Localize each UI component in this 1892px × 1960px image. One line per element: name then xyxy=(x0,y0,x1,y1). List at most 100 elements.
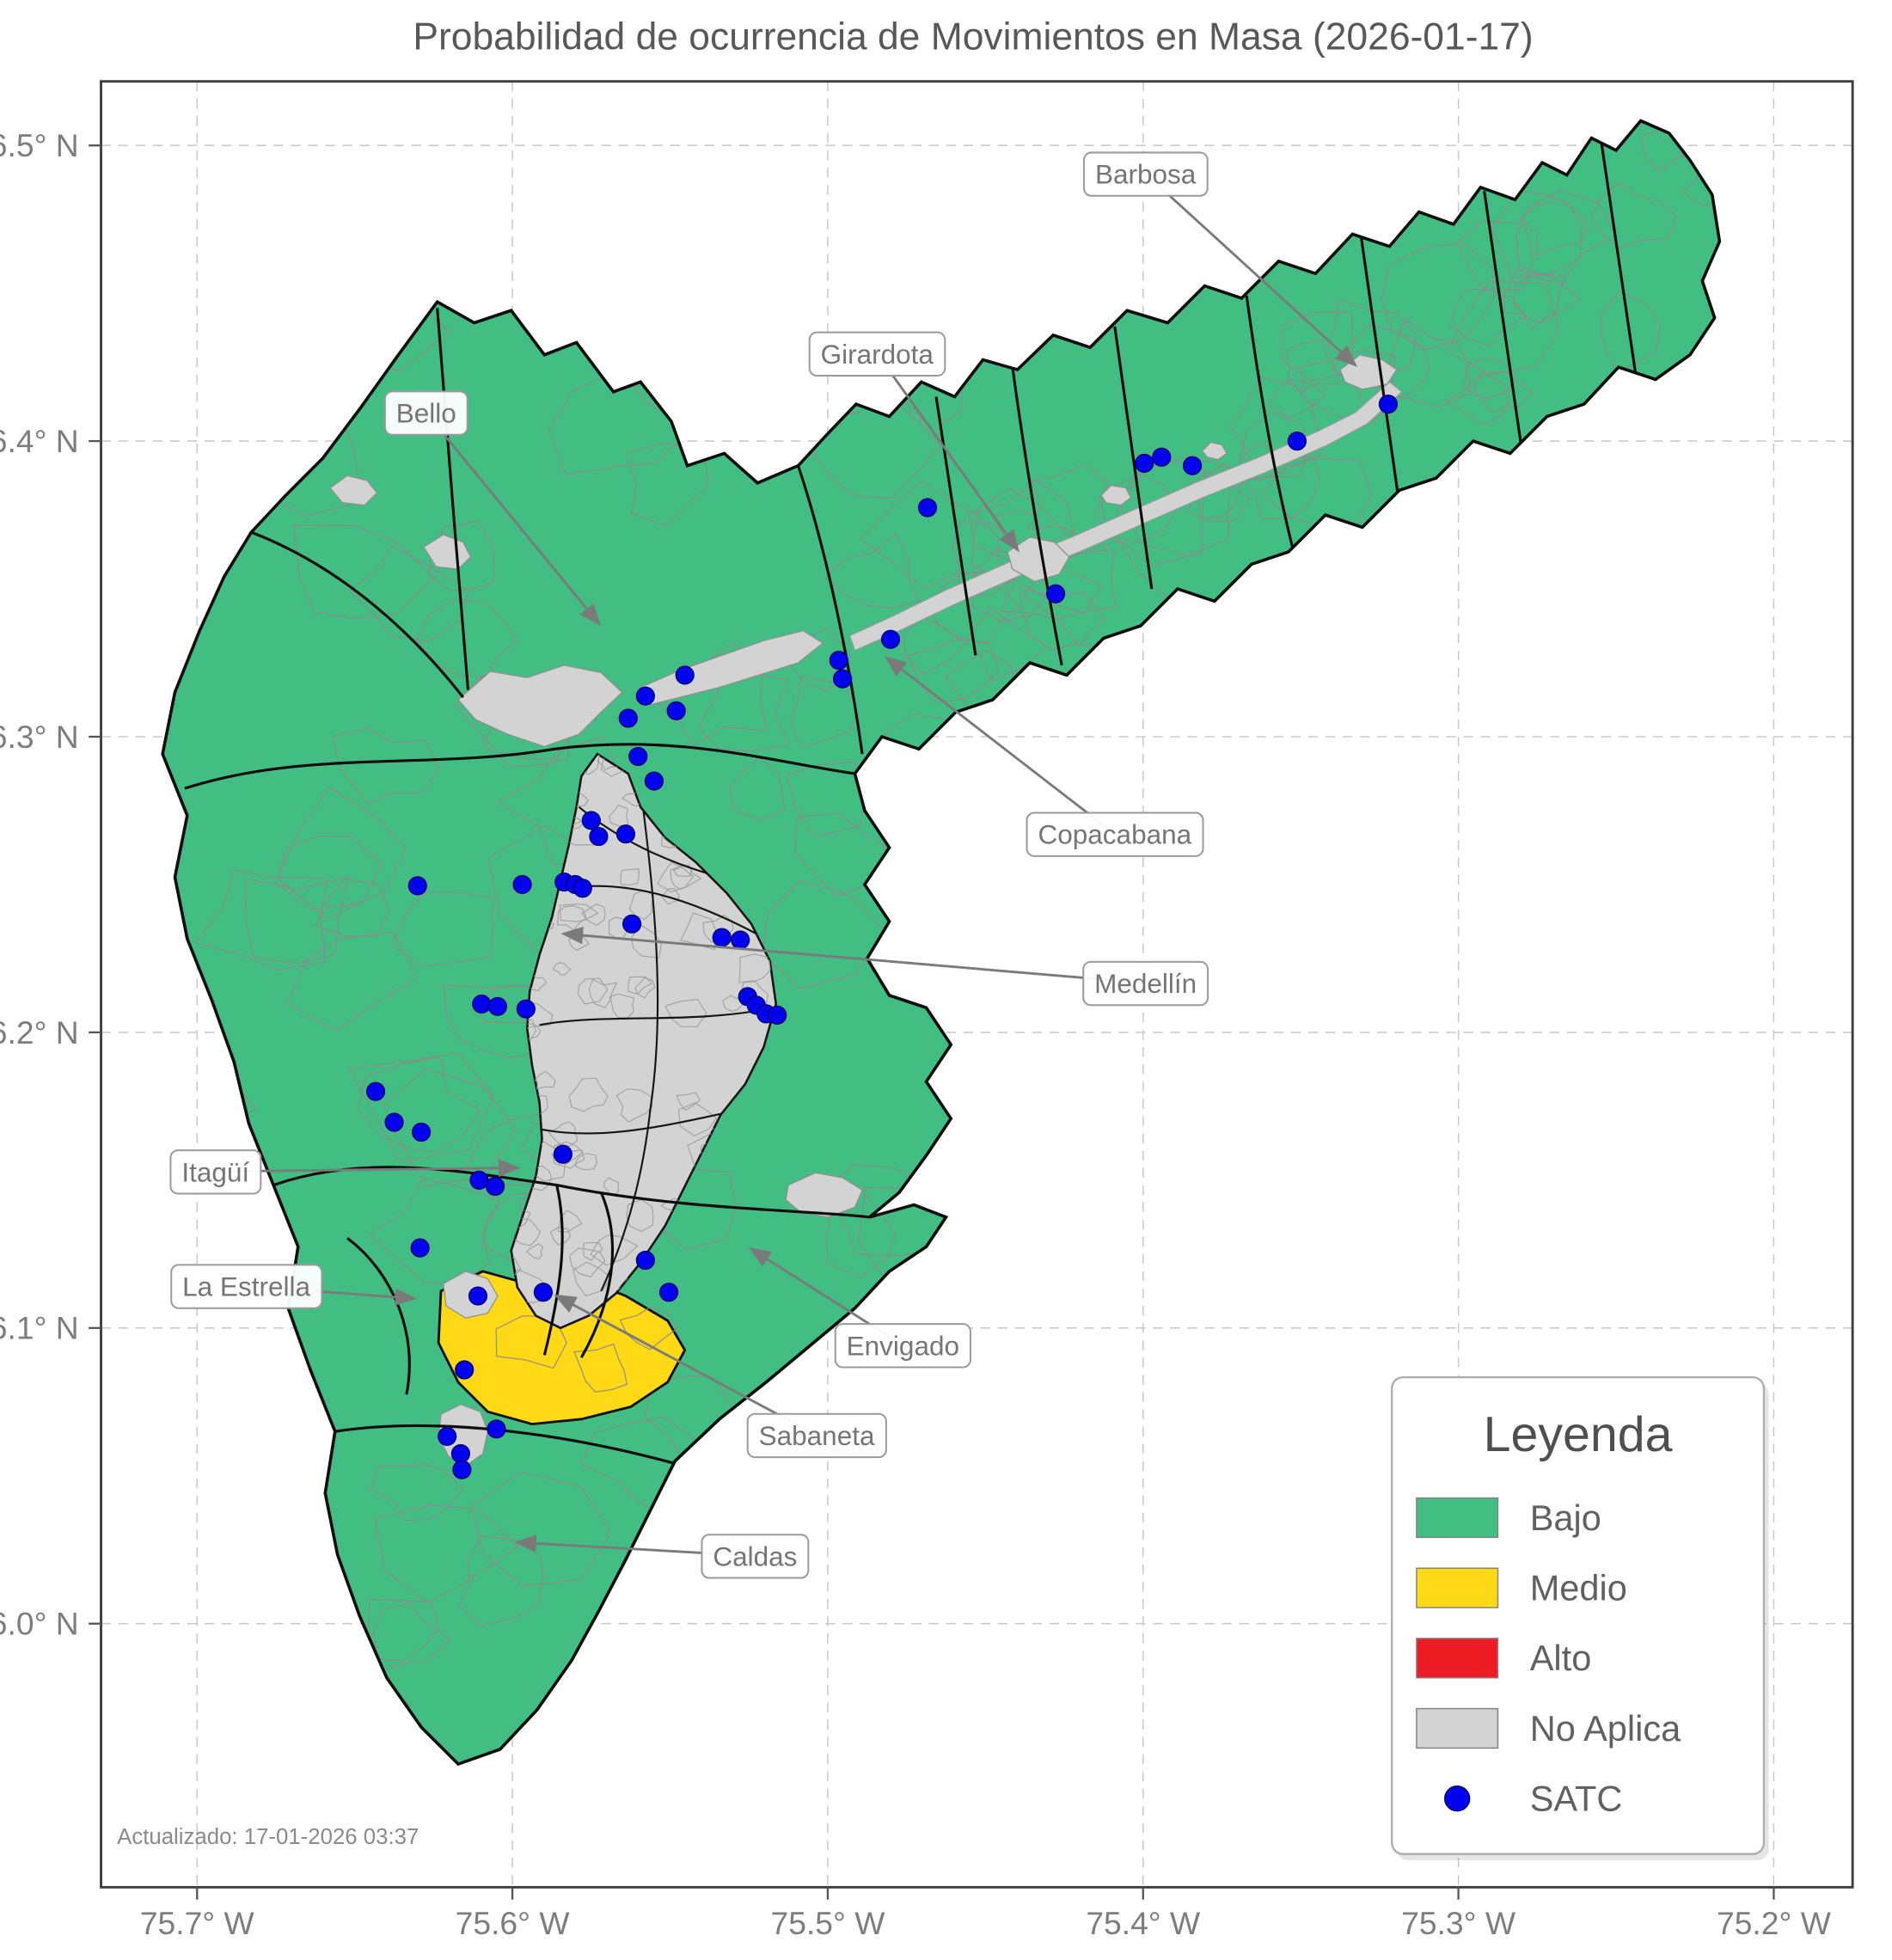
vereda-boundary xyxy=(574,1153,598,1171)
vereda-boundary xyxy=(1448,280,1560,376)
vereda-boundary xyxy=(588,978,618,1008)
vereda-boundary xyxy=(1229,376,1323,481)
municipality-boundary xyxy=(542,1185,564,1356)
annotation-box-medellin xyxy=(1082,960,1209,1007)
annotation-arrow-medellin xyxy=(560,926,1146,985)
legend-swatch-no-aplica xyxy=(1416,1707,1499,1749)
vereda-boundary xyxy=(442,983,552,1059)
satc-station-dot xyxy=(712,928,732,947)
satc-station-dot xyxy=(628,746,648,767)
satc-station-dot xyxy=(468,1286,488,1306)
vereda-boundary xyxy=(676,1092,701,1112)
vereda-boundary xyxy=(824,533,920,609)
y-axis-tick-label: 6.1° N xyxy=(0,1310,79,1346)
satc-station-dot xyxy=(833,669,853,689)
satc-station-dot xyxy=(635,1250,655,1271)
satc-station-dot xyxy=(469,1170,489,1190)
vereda-boundary xyxy=(1235,411,1307,482)
annotation-box-caldas xyxy=(701,1534,810,1579)
satc-station-dot xyxy=(658,1283,679,1302)
vereda-boundary xyxy=(580,903,606,927)
vereda-boundary xyxy=(583,1241,603,1262)
comuna-boundary xyxy=(536,1112,722,1135)
vereda-boundary xyxy=(548,1121,579,1147)
vereda-boundary xyxy=(609,993,635,1019)
legend-label-medio: Medio xyxy=(1530,1567,1627,1608)
legend-swatch-medio xyxy=(1416,1567,1499,1608)
municipality-boundary xyxy=(1600,141,1640,393)
annotation-label-itagui: Itagüí xyxy=(181,1156,249,1187)
vereda-boundary xyxy=(348,545,470,642)
vereda-boundary xyxy=(369,1463,464,1522)
municipality-boundary xyxy=(934,396,977,656)
vereda-boundary xyxy=(1455,219,1535,291)
satc-station-dot xyxy=(516,999,536,1019)
annotation-arrow-bello xyxy=(425,412,601,627)
map-detail-layer xyxy=(167,120,1720,1765)
vereda-boundary xyxy=(551,1147,585,1169)
satc-station-dot xyxy=(829,651,848,671)
legend-label-satc: SATC xyxy=(1530,1779,1623,1819)
vereda-boundary xyxy=(1503,266,1565,324)
vereda-boundary xyxy=(572,1261,612,1297)
axis-labels: 75.7° W 75.6° W 75.5° W 75.4° W 75.3° W 75.2°… xyxy=(0,127,1832,1941)
map-region-valle-de-aburra xyxy=(161,119,1722,1767)
vereda-boundary xyxy=(590,1234,639,1266)
y-axis-tick-label: 6.3° N xyxy=(0,719,79,755)
municipality-boundary xyxy=(1359,236,1399,496)
municipality-boundary xyxy=(184,743,855,790)
legend-label-bajo: Bajo xyxy=(1530,1498,1601,1538)
municipality-boundary xyxy=(436,308,470,690)
vereda-boundary xyxy=(680,912,718,951)
vereda-boundary xyxy=(1491,189,1582,279)
urban-area-no-aplica xyxy=(457,665,623,748)
satc-station-dot xyxy=(438,1426,457,1447)
vereda-boundary xyxy=(1446,371,1509,426)
legend: Leyenda Bajo Medio Alto No Aplica SATC xyxy=(1391,1375,1769,1860)
vereda-boundary xyxy=(1512,272,1581,330)
satc-station-dot xyxy=(635,686,655,706)
vereda-boundary xyxy=(569,1247,606,1278)
vereda-boundary xyxy=(549,1227,572,1246)
y-axis-tick-label: 6.5° N xyxy=(0,127,79,163)
figure-title: Probabilidad de ocurrencia de Movimiento… xyxy=(413,15,1533,58)
annotation-box-bello xyxy=(383,390,468,436)
satc-station-dot xyxy=(450,1443,471,1464)
vereda-boundary xyxy=(577,977,609,1005)
satc-station-dot xyxy=(485,1176,505,1197)
satc-station-dot xyxy=(365,1081,386,1101)
annotation-label-la-estrella: La Estrella xyxy=(182,1271,310,1302)
vereda-boundary xyxy=(1515,189,1617,286)
municipality-boundary xyxy=(1483,190,1523,447)
satc-station-dot xyxy=(1135,453,1154,473)
urban-area-no-aplica xyxy=(1100,484,1132,506)
vereda-boundary xyxy=(471,1471,612,1587)
satc-station-dot xyxy=(1152,447,1172,467)
vereda-boundary xyxy=(603,1177,620,1196)
vereda-boundary xyxy=(357,1056,482,1154)
vereda-boundary xyxy=(391,891,494,967)
legend-swatch-alto xyxy=(1416,1638,1499,1679)
vereda-boundary xyxy=(761,879,887,989)
annotation-box-la-estrella xyxy=(170,1264,323,1309)
vereda-boundary xyxy=(859,481,1000,590)
legend-swatch-bajo xyxy=(1416,1497,1499,1539)
satc-station-dot xyxy=(880,629,901,649)
satc-station-dot xyxy=(644,771,664,791)
annotation-arrow-barbosa xyxy=(1144,173,1358,367)
annotations-layer: Barbosa Girardota Bello Copacabana Medellín I… xyxy=(169,151,1358,1579)
vereda-boundary xyxy=(664,998,707,1028)
annotation-box-copacabana xyxy=(1026,812,1204,857)
x-axis-tick-label: 75.6° W xyxy=(456,1905,571,1941)
annotation-arrow-itagui xyxy=(215,1159,521,1178)
vereda-boundary xyxy=(348,1051,495,1163)
annotation-label-sabaneta: Sabaneta xyxy=(759,1420,875,1451)
vereda-boundary xyxy=(276,787,407,919)
satc-station-dot xyxy=(731,930,750,950)
satc-station-dot xyxy=(533,1283,554,1302)
annotation-label-girardota: Girardota xyxy=(821,339,934,370)
urban-area-no-aplica xyxy=(1201,441,1228,461)
vereda-boundary xyxy=(793,812,893,897)
satc-station-dot xyxy=(1287,431,1307,451)
satc-station-dot xyxy=(615,824,636,844)
